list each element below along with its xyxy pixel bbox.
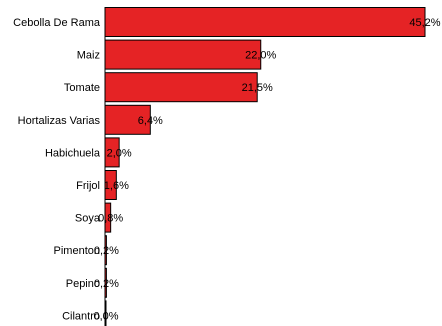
value-label-3: 6,4% bbox=[138, 115, 163, 127]
category-label-3: Hortalizas Varias bbox=[18, 115, 101, 127]
value-label-7: 0,2% bbox=[94, 245, 119, 257]
bar-4 bbox=[104, 137, 120, 168]
value-label-9: 0,0% bbox=[93, 310, 118, 322]
value-labels-group: 45,2% 22,0% 21,5% 6,4% 2,0% 1,6% 0,8% 0,2% 0,2% 0… bbox=[93, 17, 440, 322]
bar-1 bbox=[104, 39, 262, 70]
value-label-5: 1,6% bbox=[104, 180, 129, 192]
category-label-2: Tomate bbox=[64, 82, 100, 94]
value-label-2: 21,5% bbox=[242, 82, 273, 94]
bars-group bbox=[104, 7, 426, 326]
category-label-0: Cebolla De Rama bbox=[13, 17, 101, 29]
bar-3 bbox=[104, 104, 151, 135]
category-label-9: Cilantro bbox=[62, 310, 100, 322]
value-label-6: 0,8% bbox=[98, 213, 123, 225]
bar-6 bbox=[104, 202, 112, 233]
bar-8 bbox=[104, 267, 107, 298]
bar-0 bbox=[104, 7, 426, 37]
category-label-1: Maiz bbox=[77, 50, 100, 62]
category-label-5: Frijol bbox=[76, 180, 100, 192]
bar-5 bbox=[104, 170, 117, 200]
category-label-6: Soya bbox=[75, 213, 101, 225]
bar-9 bbox=[104, 300, 107, 326]
value-label-4: 2,0% bbox=[107, 147, 132, 159]
value-label-1: 22,0% bbox=[245, 50, 276, 62]
category-labels-group: Cebolla De Rama Maiz Tomate Hortalizas Vari… bbox=[13, 17, 101, 322]
category-label-8: Pepino bbox=[66, 278, 100, 290]
bar-7 bbox=[104, 235, 107, 266]
category-label-4: Habichuela bbox=[45, 147, 101, 159]
value-label-0: 45,2% bbox=[409, 17, 440, 29]
bar-2 bbox=[104, 72, 258, 103]
category-label-7: Pimenton bbox=[54, 245, 100, 257]
value-label-8: 0,2% bbox=[94, 278, 119, 290]
